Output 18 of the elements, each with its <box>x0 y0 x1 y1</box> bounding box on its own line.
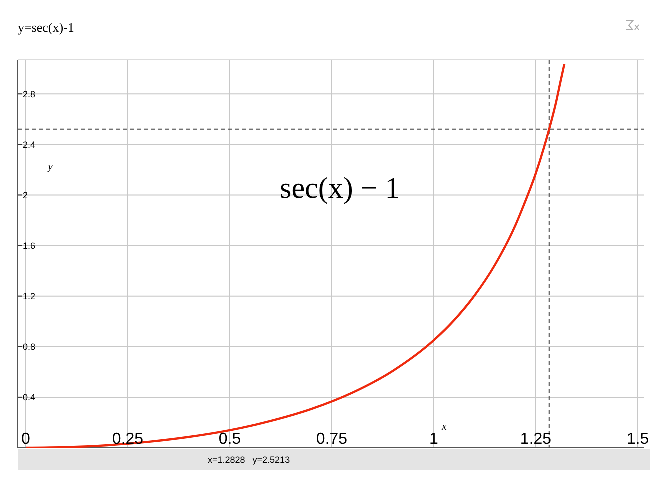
text: x=1.2828 y=2.5213 <box>208 455 290 465</box>
x-tick-label: 0 <box>22 431 31 448</box>
x-tick-label: 1.5 <box>626 431 650 448</box>
chart-title: y=sec(x)-1 <box>18 20 74 35</box>
y-tick-label: 1.2 <box>23 291 36 302</box>
x-tick-label: 0.5 <box>218 431 242 448</box>
y-tick-label: 2.8 <box>23 89 36 100</box>
y-tick-label: 2 <box>23 190 28 200</box>
y-tick-label: 0.8 <box>23 342 36 352</box>
y-tick-label: 0.4 <box>23 392 36 403</box>
y-tick-label: 1.6 <box>23 240 36 251</box>
x-axis-title: x <box>441 421 447 433</box>
x-tick-label: 1 <box>430 431 439 448</box>
annotation: sec(x) − 1 <box>280 172 400 205</box>
y-tick-label: 2.4 <box>23 140 36 150</box>
x-tick-label: 1.25 <box>520 431 552 448</box>
x-tick-label: 0.75 <box>316 431 348 448</box>
y-axis-title: y <box>47 160 53 173</box>
